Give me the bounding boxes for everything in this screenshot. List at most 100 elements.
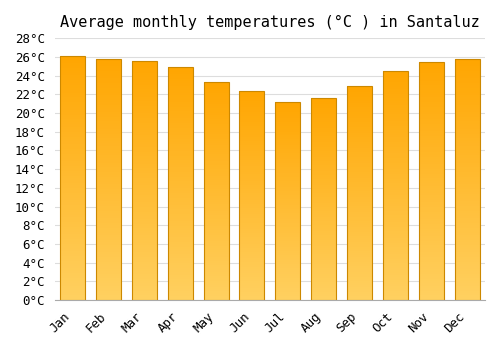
Bar [168, 123, 193, 125]
Bar [275, 265, 300, 266]
Bar [275, 126, 300, 127]
Bar [383, 211, 408, 213]
Bar [168, 216, 193, 219]
Bar [454, 223, 479, 225]
Bar [204, 82, 229, 84]
Bar [311, 165, 336, 167]
Bar [168, 72, 193, 74]
Bar [454, 119, 479, 121]
Bar [204, 132, 229, 134]
Bar [240, 105, 264, 107]
Bar [96, 220, 121, 223]
Bar [132, 163, 157, 166]
Bar [132, 140, 157, 142]
Bar [204, 246, 229, 248]
Bar [347, 232, 372, 234]
Bar [240, 273, 264, 275]
Bar [383, 234, 408, 236]
Bar [60, 178, 85, 181]
Bar [383, 151, 408, 153]
Bar [96, 134, 121, 136]
Bar [96, 92, 121, 95]
Bar [204, 193, 229, 196]
Bar [383, 160, 408, 163]
Bar [96, 271, 121, 274]
Bar [60, 127, 85, 129]
Bar [454, 288, 479, 290]
Bar [240, 91, 264, 300]
Bar [275, 227, 300, 229]
Bar [168, 212, 193, 214]
Bar [347, 272, 372, 274]
Bar [168, 295, 193, 298]
Bar [418, 214, 444, 217]
Bar [383, 282, 408, 284]
Bar [383, 156, 408, 158]
Bar [96, 242, 121, 245]
Bar [204, 278, 229, 281]
Bar [311, 185, 336, 187]
Bar [275, 280, 300, 282]
Bar [454, 250, 479, 252]
Bar [275, 286, 300, 288]
Bar [275, 169, 300, 171]
Bar [168, 151, 193, 153]
Bar [383, 101, 408, 103]
Bar [418, 293, 444, 295]
Bar [347, 99, 372, 101]
Bar [311, 183, 336, 185]
Bar [168, 128, 193, 130]
Bar [275, 215, 300, 217]
Bar [454, 191, 479, 194]
Bar [383, 266, 408, 268]
Bar [383, 181, 408, 183]
Bar [240, 237, 264, 239]
Bar [275, 116, 300, 118]
Bar [418, 138, 444, 140]
Bar [96, 223, 121, 225]
Bar [275, 237, 300, 239]
Bar [240, 122, 264, 124]
Bar [275, 211, 300, 213]
Bar [132, 116, 157, 118]
Bar [132, 168, 157, 171]
Bar [168, 142, 193, 144]
Bar [204, 224, 229, 226]
Bar [240, 124, 264, 126]
Bar [418, 181, 444, 183]
Bar [96, 194, 121, 196]
Bar [204, 117, 229, 119]
Bar [204, 198, 229, 200]
Bar [418, 107, 444, 109]
Bar [168, 139, 193, 142]
Bar [347, 251, 372, 253]
Bar [454, 237, 479, 240]
Bar [311, 153, 336, 155]
Bar [168, 256, 193, 258]
Bar [96, 196, 121, 199]
Bar [96, 80, 121, 83]
Bar [383, 138, 408, 140]
Bar [132, 99, 157, 101]
Bar [168, 284, 193, 286]
Bar [60, 186, 85, 188]
Bar [60, 290, 85, 293]
Bar [60, 151, 85, 154]
Bar [168, 207, 193, 209]
Bar [240, 151, 264, 153]
Bar [240, 260, 264, 262]
Bar [454, 264, 479, 266]
Bar [240, 178, 264, 181]
Bar [204, 130, 229, 132]
Bar [347, 287, 372, 289]
Bar [204, 200, 229, 202]
Bar [383, 238, 408, 240]
Bar [60, 110, 85, 112]
Bar [383, 91, 408, 94]
Bar [240, 126, 264, 128]
Bar [168, 247, 193, 249]
Bar [347, 193, 372, 195]
Bar [454, 64, 479, 66]
Bar [383, 275, 408, 277]
Bar [60, 144, 85, 146]
